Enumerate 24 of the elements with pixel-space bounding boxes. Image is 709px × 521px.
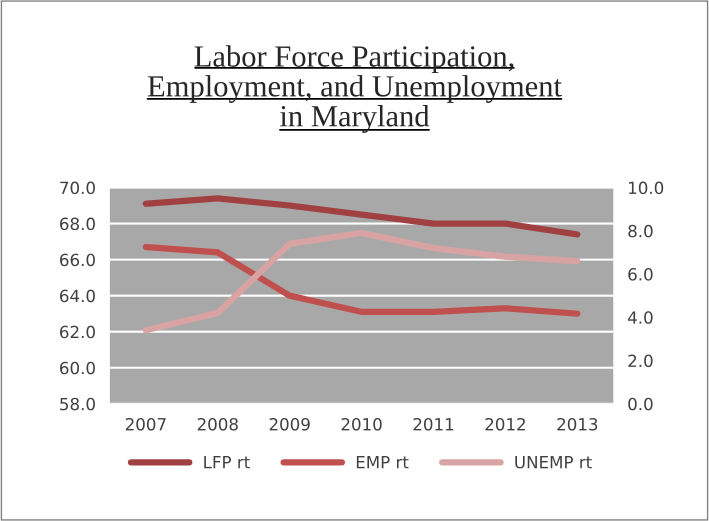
legend-label: UNEMP rt <box>515 456 592 468</box>
chart-title: Labor Force Participation, Employment, and Unemployment in Maryland <box>148 45 562 133</box>
y2-tick-label: 6.0 <box>628 268 653 281</box>
y2-tick-label: 8.0 <box>628 224 653 238</box>
y-tick-label: 60.0 <box>60 362 95 374</box>
y-tick-label: 70.0 <box>60 182 95 194</box>
x-tick-label: 2007 <box>126 418 166 431</box>
y-tick-label: 58.0 <box>60 398 95 410</box>
y-tick-label: 64.0 <box>60 290 95 302</box>
x-tick-label: 2013 <box>557 418 598 431</box>
x-tick-label: 2012 <box>485 418 525 431</box>
y2-tick-label: 10.0 <box>629 182 664 194</box>
x-tick-label: 2009 <box>270 418 310 431</box>
x-tick-label: 2010 <box>342 418 382 431</box>
y2-tick-label: 2.0 <box>628 354 653 368</box>
y2-tick-label: 0.0 <box>628 398 653 410</box>
y2-tick-label: 4.0 <box>628 311 653 324</box>
legend-label: LFP rt <box>204 456 250 468</box>
y-tick-label: 66.0 <box>60 254 95 266</box>
legend-label: EMP rt <box>356 456 408 468</box>
y-tick-label: 62.0 <box>60 326 95 338</box>
x-tick-label: 2011 <box>414 418 454 431</box>
y-tick-label: 68.0 <box>60 218 95 230</box>
x-tick-label: 2008 <box>198 418 238 431</box>
